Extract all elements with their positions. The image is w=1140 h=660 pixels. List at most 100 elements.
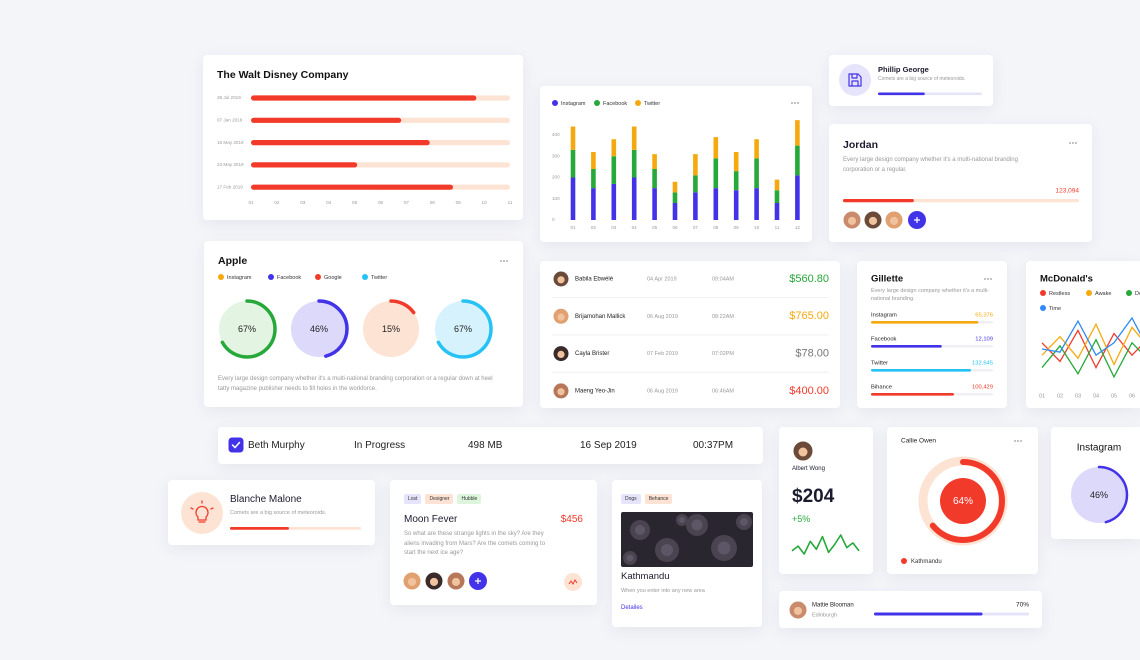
legend-label: Facebook	[603, 101, 627, 107]
description: So what are these strange lights in the …	[404, 531, 546, 556]
legend-label: Awake	[1095, 291, 1111, 297]
subtitle: Comets are a big source of meteoroids.	[878, 76, 966, 82]
bar-segment	[591, 152, 596, 169]
bar-segment	[570, 177, 576, 220]
tag: Behance	[644, 494, 673, 504]
item-value: 100,429	[972, 385, 993, 391]
photo-flower-core	[740, 518, 748, 526]
progress-fill	[871, 345, 942, 348]
date: 06 Aug 2019	[647, 388, 678, 394]
tag: Designer	[425, 494, 454, 504]
y-tick-label: 100	[552, 196, 560, 201]
time: 08:22AM	[712, 314, 734, 320]
avatar-face	[793, 606, 803, 615]
date: 07 Feb 2019	[647, 351, 678, 357]
graphic	[621, 512, 753, 567]
bar-segment	[631, 149, 637, 178]
status: In Progress	[354, 440, 406, 451]
person-name: Beth Murphy	[248, 440, 305, 451]
x-tick-label: 09	[456, 200, 462, 205]
bar	[251, 140, 430, 146]
graphic: McDonald's Restless Awake De- Time 01 02 03 04 05…	[1039, 274, 1140, 399]
graphic: 123,094	[842, 142, 1079, 230]
bar	[251, 184, 454, 190]
line-series	[1041, 338, 1140, 379]
item-name: Twitter	[871, 361, 888, 367]
donut-arc	[289, 299, 349, 359]
graphic	[839, 64, 982, 96]
legend-label: Restless	[1049, 291, 1070, 297]
y-tick-label: 0	[552, 217, 555, 222]
y-tick-label: 300	[552, 153, 560, 158]
x-tick-label: 09	[734, 225, 740, 230]
tag-row: Dogs Behance	[621, 494, 673, 504]
x-tick-label: 01	[248, 200, 254, 205]
blanche-card: Blanche Malone Comets are a big source of…	[168, 480, 375, 545]
graphic: Gillette Instagram 65,376 Facebook 12,109 Twi…	[871, 274, 993, 396]
bar-segment	[693, 154, 698, 176]
legend-dot	[218, 274, 224, 280]
card-title: Apple	[218, 255, 247, 267]
graphic: Babila Ebwélé 04 Apr 2019 09:04AM $560.80 Br…	[552, 270, 829, 400]
line-series	[1041, 329, 1140, 370]
item-value: 132,645	[972, 361, 993, 367]
change: +5%	[792, 514, 811, 524]
card-title: Kathmandu	[621, 571, 670, 582]
menu-dot	[1017, 440, 1019, 442]
photo-flower-core	[635, 525, 645, 535]
disney-card: The Walt Disney Company 28 Jul 2019 07 Jan…	[203, 55, 523, 220]
graphic: Instagram Facebook Twitter 0 100 200 300 400 01 0…	[552, 100, 800, 230]
legend-dot	[635, 100, 641, 106]
x-tick-label: 04	[326, 200, 332, 205]
menu-dot	[506, 260, 508, 262]
menu-dot	[984, 278, 986, 280]
name: Albert Wong	[792, 466, 825, 472]
legend-dot	[1126, 290, 1132, 296]
graphic	[791, 440, 860, 555]
avatar-face	[798, 447, 808, 457]
date: 16 Sep 2019	[580, 440, 637, 451]
avatar-face	[429, 577, 439, 586]
donut-bg	[435, 301, 491, 357]
donut-arc	[921, 459, 1005, 543]
legend-dot	[315, 274, 321, 280]
x-tick-label: 06	[378, 200, 384, 205]
donut-arc	[1069, 465, 1129, 525]
progress-fill	[871, 369, 972, 372]
progress-fill	[871, 393, 954, 396]
row-label: 23 May 2019	[217, 162, 244, 167]
line-series	[1041, 316, 1140, 357]
tag: Dogs	[621, 494, 641, 504]
name: Callie Owen	[901, 438, 936, 445]
bar-segment	[591, 188, 596, 220]
x-tick-label: 02	[274, 200, 280, 205]
bar-segment	[652, 154, 657, 169]
link: Detailes	[621, 605, 643, 611]
bar-segment	[754, 158, 759, 189]
menu-dot	[797, 102, 799, 104]
bar-segment	[733, 152, 739, 172]
plus-icon	[914, 217, 920, 223]
legend-label: Facebook	[277, 275, 301, 281]
photo-flower-core	[679, 517, 685, 523]
avatar-face	[557, 350, 565, 358]
graphic: Instagram 46%	[1069, 443, 1129, 525]
donut-arc	[361, 299, 421, 359]
avatar-face	[889, 216, 899, 225]
description: Every large design company whether it's …	[218, 376, 493, 392]
donut-bg	[363, 301, 419, 357]
bar-segment	[713, 158, 719, 189]
legend-label: Instagram	[561, 101, 586, 107]
photo-flower-core	[626, 554, 634, 562]
item-value: 65,376	[975, 313, 993, 319]
save-icon	[848, 73, 862, 87]
bar-segment	[795, 175, 800, 220]
progress-fill	[230, 527, 289, 530]
menu-dot	[500, 260, 502, 262]
jordan-card: 123,094 Jordan Every large design company …	[829, 124, 1092, 242]
donut-core	[940, 478, 986, 524]
x-tick-label: 02	[591, 225, 597, 230]
item-name: Instagram	[871, 313, 897, 319]
sparkline	[791, 534, 860, 555]
donut-label: 67%	[454, 324, 472, 334]
